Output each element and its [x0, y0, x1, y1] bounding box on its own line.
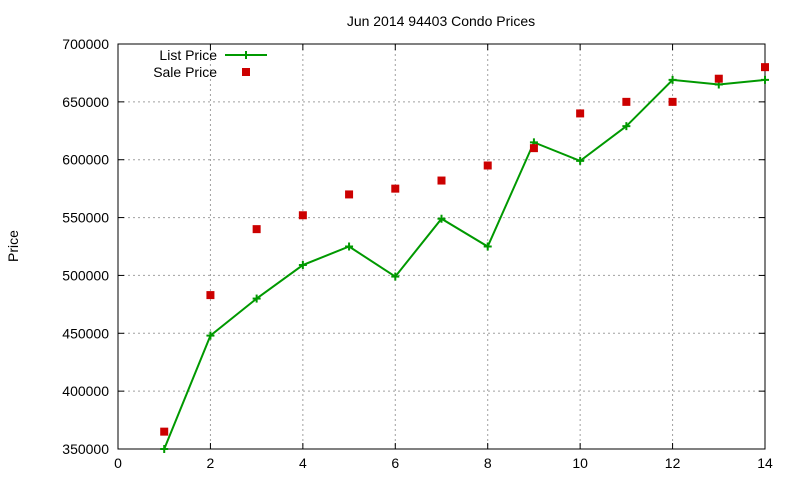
sale-price-point: [483, 161, 492, 170]
y-tick-label: 600000: [62, 152, 109, 168]
legend-plus-marker: [242, 51, 250, 59]
sale-price-point: [668, 97, 677, 106]
x-tick-label: 0: [114, 455, 122, 471]
chart-title: Jun 2014 94403 Condo Prices: [347, 13, 535, 29]
sale-price-point: [529, 144, 538, 153]
list-price-point: [252, 294, 261, 303]
x-tick-label: 8: [484, 455, 492, 471]
legend-square-marker: [242, 68, 250, 76]
y-tick-label: 650000: [62, 94, 109, 110]
sale-price-point: [391, 184, 400, 193]
x-tick-label: 14: [757, 455, 773, 471]
x-tick-label: 2: [207, 455, 215, 471]
list-price-point: [160, 445, 169, 453]
y-axis-label: Price: [5, 230, 21, 262]
list-price-point: [298, 261, 307, 270]
legend-label: List Price: [159, 47, 217, 63]
sale-price-point: [622, 97, 631, 106]
x-tick-label: 6: [391, 455, 399, 471]
legend-label: Sale Price: [153, 64, 217, 80]
y-tick-label: 550000: [62, 210, 109, 226]
list-price-point: [391, 272, 400, 281]
list-price-point: [668, 75, 677, 84]
sale-price-point: [160, 427, 169, 436]
list-price-point: [206, 331, 215, 340]
list-price-point: [483, 242, 492, 251]
sale-price-point: [206, 291, 215, 300]
list-price-point: [437, 214, 446, 223]
y-tick-label: 450000: [62, 325, 109, 341]
list-price-point: [345, 242, 354, 251]
plot-frame: [117, 43, 766, 450]
sale-price-point: [345, 190, 354, 199]
sale-price-point: [576, 109, 585, 118]
series: [160, 63, 769, 453]
sale-price-point: [298, 211, 307, 220]
list-price-point: [622, 122, 631, 131]
y-tick-label: 500000: [62, 267, 109, 283]
x-tick-label: 4: [299, 455, 307, 471]
sale-price-point: [761, 63, 769, 72]
list-price-point: [576, 156, 585, 165]
sale-price-point: [714, 74, 723, 83]
sale-price-point: [437, 176, 446, 185]
list-price-line: [163, 78, 766, 450]
axis-ticks: 0 2 4 6 8 10 12 14 350000 400000 450000 500000 55000…: [62, 36, 773, 471]
sale-price-point: [252, 225, 261, 234]
series-list-price: [160, 75, 769, 453]
grid: [118, 44, 765, 449]
y-tick-label: 400000: [62, 383, 109, 399]
list-price-point: [761, 75, 769, 84]
y-tick-label: 700000: [62, 36, 109, 52]
series-sale-price: [160, 63, 769, 436]
x-tick-label: 12: [665, 455, 681, 471]
x-tick-label: 10: [572, 455, 588, 471]
y-tick-label: 350000: [62, 441, 109, 457]
